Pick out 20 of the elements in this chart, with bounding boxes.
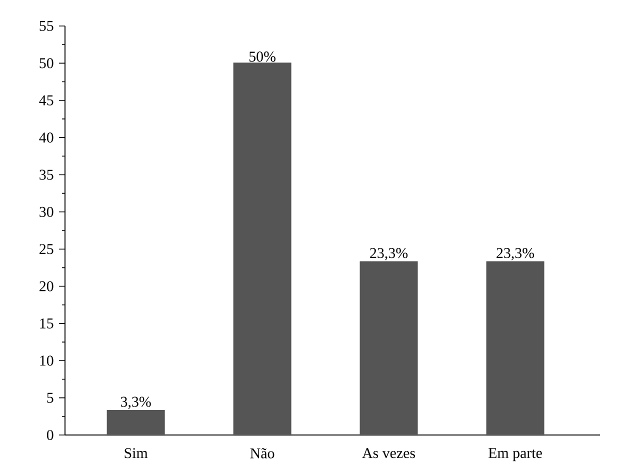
x-tick-label: Sim — [124, 448, 148, 458]
x-tick-label: Não — [250, 448, 274, 458]
y-tick-label: 0 — [46, 430, 54, 440]
data-label: 23,3% — [496, 248, 534, 260]
y-tick-label: 55 — [40, 21, 54, 31]
x-tick-label: As vezes — [362, 448, 415, 458]
data-label: 3,3% — [120, 396, 151, 409]
y-tick-label: 20 — [40, 281, 54, 292]
y-tick-label: 50 — [40, 58, 54, 68]
y-tick-label: 40 — [39, 132, 54, 143]
data-label: 50% — [249, 52, 276, 62]
data-label: 23,3% — [370, 248, 408, 260]
y-tick-label: 35 — [40, 170, 54, 180]
y-tick-label: 25 — [40, 244, 54, 254]
y-tick-label: 30 — [40, 206, 54, 217]
y-tick-label: 10 — [40, 356, 54, 366]
y-tick-label: 45 — [39, 95, 54, 106]
x-tick-label: Em parte — [488, 448, 542, 462]
y-tick-label: 15 — [40, 318, 54, 328]
y-tick-label: 5 — [47, 392, 54, 403]
